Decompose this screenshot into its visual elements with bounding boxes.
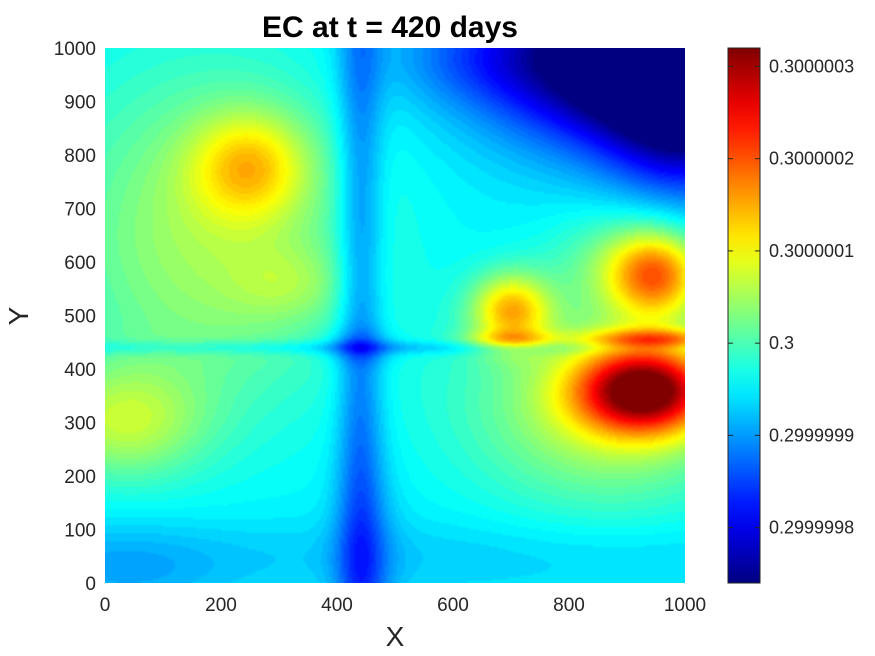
y-axis-ticks: 0 100 200 300 400 500 600 700 800 900 1000	[54, 39, 96, 595]
y-tick-label: 300	[64, 414, 96, 435]
y-tick-label: 0	[85, 574, 96, 595]
y-tick-label: 100	[64, 521, 96, 542]
x-tick-label: 1000	[664, 595, 706, 616]
colorbar-tick-label: 0.3000003	[769, 56, 854, 76]
x-tick-label: 400	[321, 595, 353, 616]
y-tick-label: 800	[64, 146, 96, 167]
y-tick-label: 400	[64, 360, 96, 381]
chart-title: EC at t = 420 days	[262, 11, 518, 44]
x-axis-label: X	[386, 621, 405, 652]
y-tick-label: 900	[64, 93, 96, 114]
x-tick-label: 200	[205, 595, 237, 616]
colorbar-tick-label: 0.2999998	[769, 518, 854, 538]
colorbar-frame	[727, 47, 761, 584]
x-tick-label: 600	[437, 595, 469, 616]
x-tick-label: 800	[553, 595, 585, 616]
x-tick-label: 0	[100, 595, 111, 616]
y-tick-label: 700	[64, 200, 96, 221]
y-tick-label: 200	[64, 467, 96, 488]
plot-area	[105, 48, 685, 583]
colorbar-tick-label: 0.3	[769, 333, 794, 353]
colorbar-gradient	[728, 48, 760, 583]
colorbar-tick-label: 0.2999999	[769, 425, 854, 445]
y-tick-label: 1000	[54, 39, 96, 60]
y-tick-label: 600	[64, 253, 96, 274]
colorbar-ticks: 0.2999998 0.2999999 0.3 0.3000001 0.3000002 0…	[728, 56, 854, 538]
heatmap-surface	[105, 48, 685, 583]
colorbar: 0.2999998 0.2999999 0.3 0.3000001 0.3000002 0…	[727, 47, 854, 584]
x-axis-ticks: 0 200 400 600 800 1000	[100, 595, 706, 616]
y-tick-label: 500	[64, 307, 96, 328]
colorbar-tick-label: 0.3000001	[769, 241, 854, 261]
colorbar-tick-label: 0.3000002	[769, 149, 854, 169]
y-axis-label: Y	[3, 306, 34, 325]
